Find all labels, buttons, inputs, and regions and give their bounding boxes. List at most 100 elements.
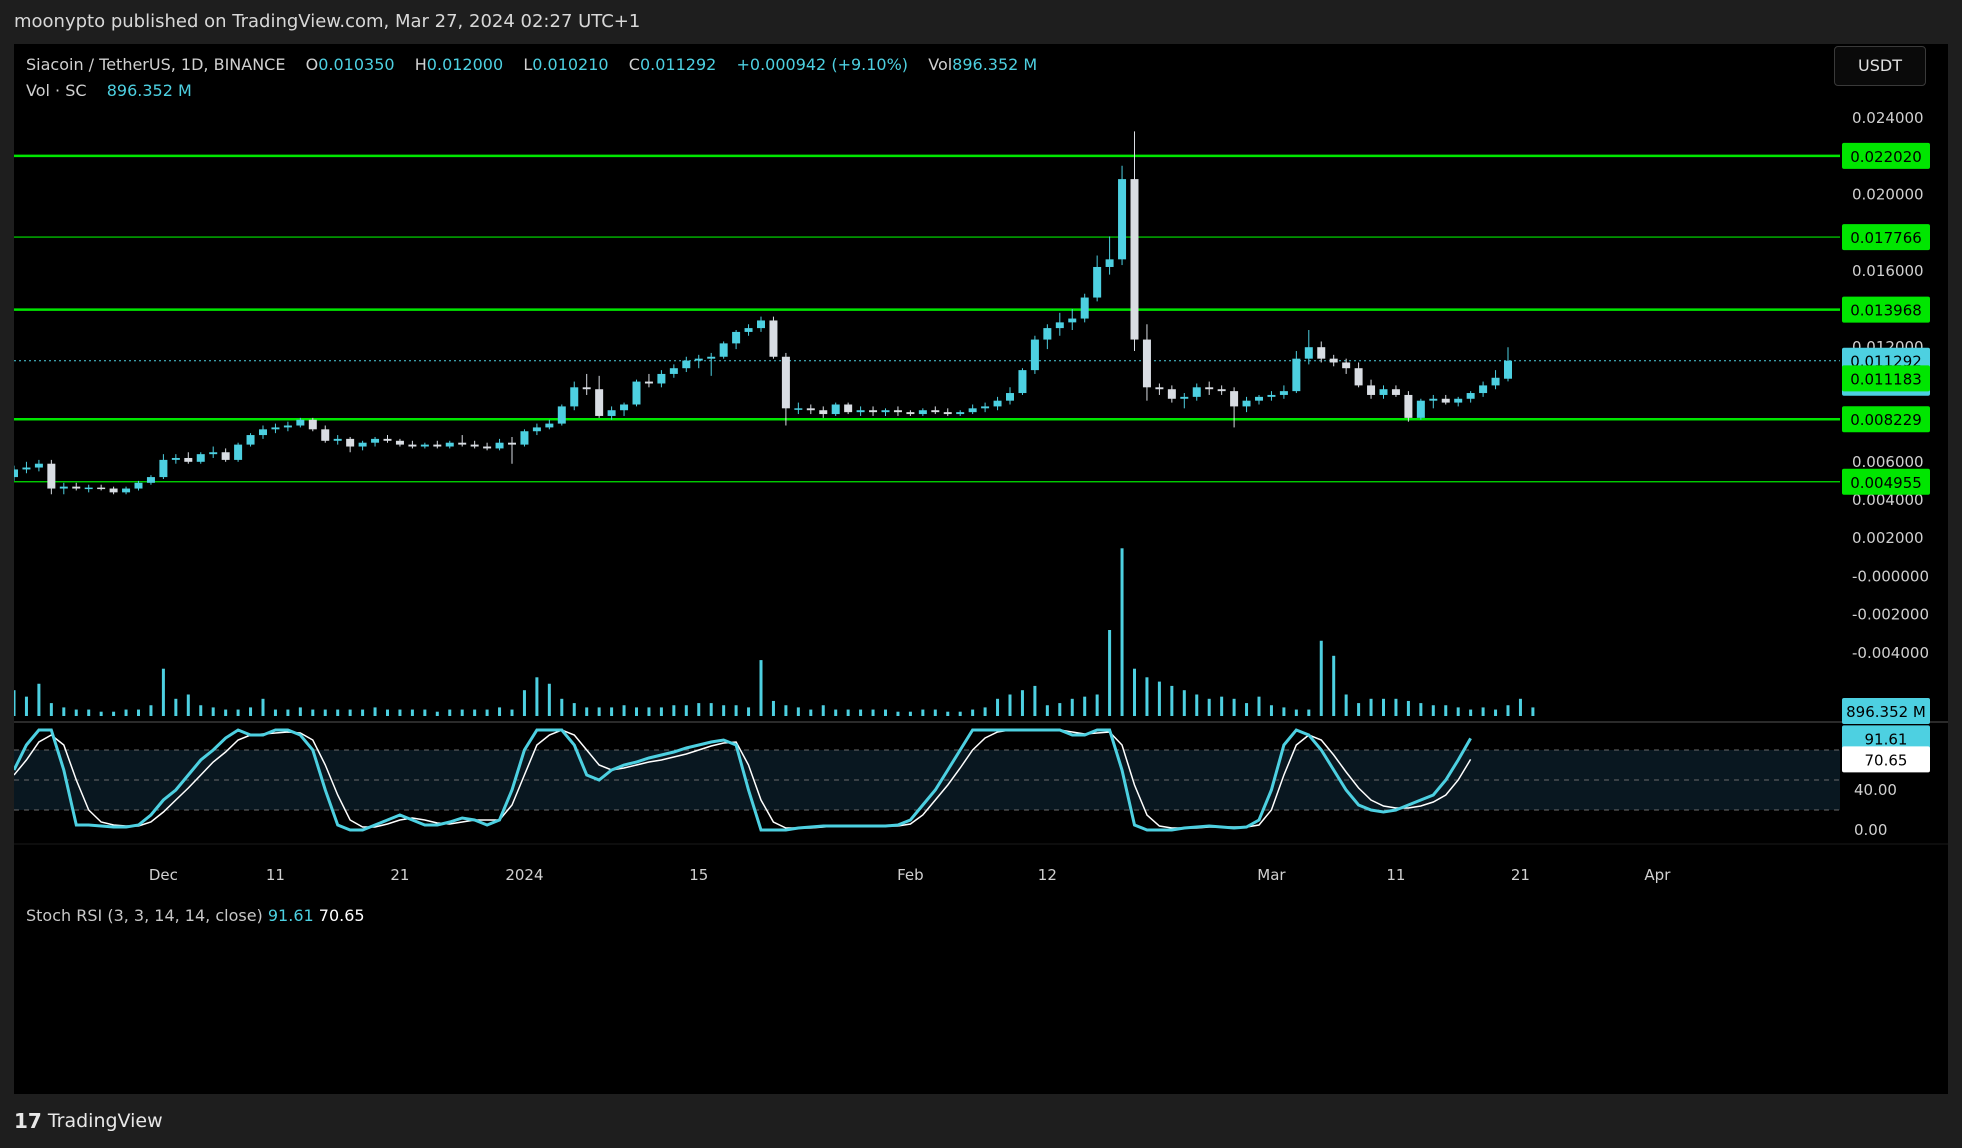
volume-bar — [1294, 709, 1298, 716]
stoch-d-badge — [1842, 746, 1930, 773]
volume-bar — [348, 709, 352, 716]
stoch-rsi-label: Stoch RSI (3, 3, 14, 14, close) — [26, 906, 263, 925]
symbol-title: Siacoin / TetherUS, 1D, BINANCE — [26, 55, 286, 74]
volume-bar — [622, 705, 626, 716]
volume-bar — [361, 709, 365, 716]
low-label: L — [523, 55, 533, 74]
close-value: 0.011292 — [639, 55, 717, 74]
candle-body — [819, 410, 828, 415]
candle-body — [1006, 393, 1014, 401]
candle-body — [595, 389, 604, 416]
candle-body — [1205, 387, 1214, 390]
candle-body — [1043, 328, 1052, 340]
time-tick-label: 2024 — [505, 866, 543, 884]
candle-body — [1155, 387, 1164, 390]
vol-value: 896.352 M — [952, 55, 1038, 74]
volume-badge-label: 896.352 M — [1846, 703, 1926, 721]
candle-body — [296, 419, 305, 426]
volume-bar — [759, 660, 763, 716]
volume-bar — [161, 668, 165, 716]
candle-body — [744, 328, 753, 332]
time-tick-label: Dec — [149, 866, 178, 884]
candle-body — [84, 487, 93, 490]
volume-bar — [1257, 696, 1261, 716]
volume-bar — [386, 709, 389, 716]
candle-body — [1217, 389, 1226, 392]
price-tick-label: 0.016000 — [1852, 262, 1924, 280]
candle-body — [893, 410, 902, 413]
volume-bar — [747, 707, 751, 716]
candle-body — [1279, 391, 1288, 395]
candle-body — [134, 482, 143, 489]
candle-body — [1416, 400, 1425, 418]
symbol-legend: Siacoin / TetherUS, 1D, BINANCE O0.01035… — [26, 52, 1037, 104]
chart-area[interactable]: 0.024000 0.020000 0.016000 0.012000 0.006000… — [14, 44, 1948, 1094]
volume-bar — [610, 707, 614, 716]
volume-bar — [1145, 677, 1149, 716]
candle-body — [1192, 387, 1201, 397]
volume-bar — [423, 709, 427, 716]
candle-body — [1479, 385, 1488, 394]
open-value: 0.010350 — [318, 55, 395, 74]
time-tick-label: 11 — [266, 866, 285, 884]
stoch-rsi-legend: Stoch RSI (3, 3, 14, 14, close) 91.61 70… — [26, 906, 365, 925]
candle-body — [632, 381, 641, 405]
volume-bar — [1083, 696, 1087, 716]
stoch-d-badge-label: 70.65 — [1865, 751, 1908, 769]
volume-bar — [74, 709, 78, 716]
volume-bar — [921, 709, 925, 716]
candle-body — [72, 486, 81, 489]
candle-body — [333, 438, 342, 441]
candle-body — [520, 431, 529, 445]
volume-bar — [236, 709, 240, 716]
candle-body — [483, 446, 492, 449]
volume-bar — [1506, 705, 1510, 716]
volume-bar — [1133, 668, 1136, 716]
tradingview-logo[interactable]: 17 — [14, 1109, 42, 1133]
candle-body — [470, 444, 479, 447]
candle-body — [719, 343, 728, 357]
candle-body — [620, 404, 629, 411]
vol-row-label: Vol · SC — [26, 81, 87, 100]
volume-bar — [846, 709, 850, 716]
candle-body — [59, 486, 68, 489]
volume-bar — [684, 705, 688, 716]
level-badge — [1842, 296, 1930, 323]
volume-bar — [784, 705, 788, 716]
volume-bar — [112, 711, 116, 716]
candle-body — [757, 320, 765, 329]
volume-bar — [435, 711, 439, 716]
volume-bar — [896, 711, 900, 716]
volume-bar — [1369, 698, 1373, 716]
volume-bar — [1008, 694, 1012, 716]
volume-bar — [522, 690, 526, 716]
volume-bar — [149, 705, 153, 716]
volume-bar — [697, 703, 701, 716]
volume-bar — [1020, 690, 1024, 716]
vol-label: Vol — [928, 55, 953, 74]
volume-bar — [261, 698, 265, 716]
candle-body — [844, 404, 853, 413]
chart-svg[interactable]: 0.024000 0.020000 0.016000 0.012000 0.006000… — [14, 44, 1948, 1094]
price-tick-label: 0.020000 — [1852, 185, 1924, 203]
volume-bar — [1182, 690, 1186, 716]
volume-bar — [473, 709, 477, 716]
level-badge — [1842, 142, 1930, 169]
level-badge-label: 0.022020 — [1850, 148, 1922, 166]
price-tick-label: 0.002000 — [1852, 529, 1924, 547]
volume-bar — [1382, 698, 1385, 716]
volume-bar — [597, 707, 601, 716]
candle-body — [1354, 368, 1363, 386]
volume-bar — [323, 709, 327, 716]
time-tick-label: 21 — [390, 866, 409, 884]
volume-bar — [1357, 703, 1361, 716]
volume-bar — [859, 709, 863, 716]
candle-body — [259, 429, 267, 436]
brand-name: TradingView — [47, 1110, 163, 1132]
volume-bar — [99, 711, 103, 716]
currency-button[interactable]: USDT — [1834, 46, 1926, 86]
volume-bar — [884, 709, 887, 716]
level-badge-label: 0.008229 — [1850, 411, 1922, 429]
volume-bar — [14, 690, 16, 716]
candle-body — [209, 452, 218, 455]
